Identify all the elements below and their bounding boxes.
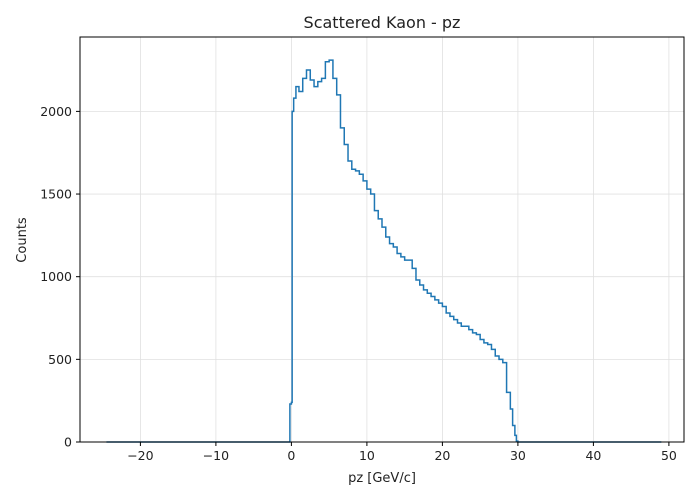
y-axis-label: Counts — [15, 217, 30, 263]
x-axis-ticks: −20 −10 0 10 20 30 40 50 — [127, 442, 677, 463]
y-tick-label: 1000 — [40, 269, 72, 284]
x-tick-label: 50 — [661, 448, 677, 463]
y-tick-label: 0 — [64, 435, 72, 450]
plot-frame — [79, 36, 685, 443]
chart-title: Scattered Kaon - pz — [304, 13, 461, 32]
x-tick-label: 20 — [434, 448, 450, 463]
x-tick-label: 10 — [359, 448, 375, 463]
x-tick-label: 0 — [287, 448, 295, 463]
y-tick-label: 2000 — [40, 104, 72, 119]
y-tick-label: 500 — [48, 352, 72, 367]
x-tick-label: 40 — [585, 448, 601, 463]
x-tick-label: 30 — [510, 448, 526, 463]
y-tick-label: 1500 — [40, 187, 72, 202]
x-axis-label: pz [GeV/c] — [348, 471, 416, 486]
x-tick-label: −20 — [127, 448, 153, 463]
y-axis-ticks: 0 500 1000 1500 2000 — [40, 104, 80, 450]
histogram-series-line — [106, 59, 662, 443]
x-tick-label: −10 — [203, 448, 229, 463]
